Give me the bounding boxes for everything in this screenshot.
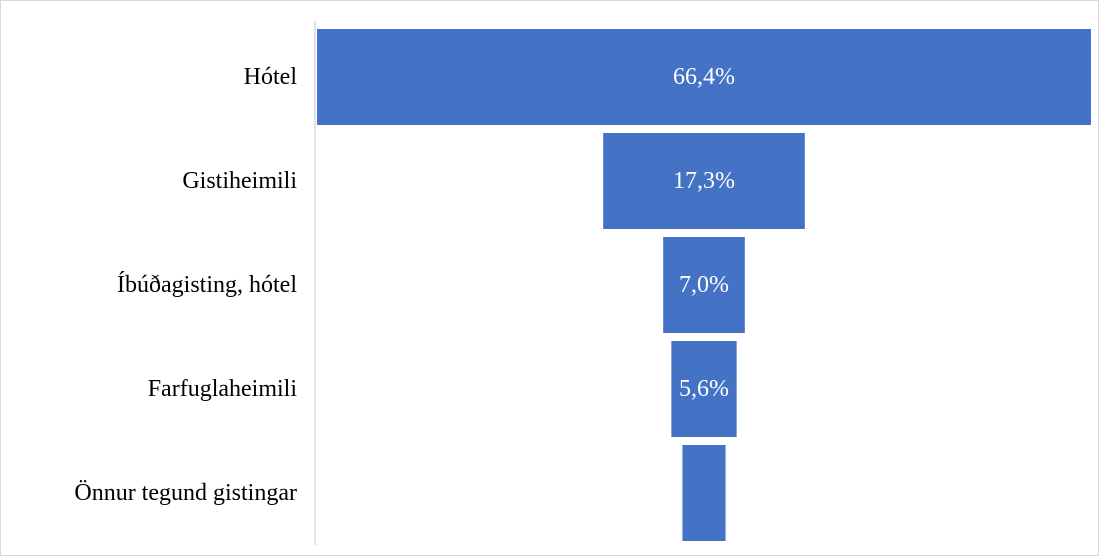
category-label-onnur-tegund-gistingar: Önnur tegund gistingar xyxy=(74,480,297,506)
category-label-gistiheimili: Gistiheimili xyxy=(182,168,297,194)
data-label-gistiheimili: 17,3% xyxy=(673,168,735,194)
category-label-farfuglaheimili: Farfuglaheimili xyxy=(148,376,298,402)
data-label-ibu-agisting-hotel: 7,0% xyxy=(679,272,729,298)
data-label-hotel: 66,4% xyxy=(673,64,735,90)
funnel-bar-onnur-tegund-gistingar xyxy=(682,445,726,541)
funnel-bar-gistiheimili xyxy=(603,133,805,229)
data-labels-group: 66,4% 17,3% 7,0% 5,6% xyxy=(673,64,735,402)
category-label-ibu-agisting-hotel: Íbúðagisting, hótel xyxy=(117,272,297,298)
bars-group xyxy=(317,29,1091,541)
category-label-hotel: Hótel xyxy=(244,64,298,90)
funnel-bar-ibu-agisting-hotel xyxy=(663,237,745,333)
category-labels-group: Hótel Gistiheimili Íbúðagisting, hótel Farf… xyxy=(74,64,297,506)
data-label-farfuglaheimili: 5,6% xyxy=(679,376,729,402)
funnel-bar-hotel xyxy=(317,29,1091,125)
funnel-bar-farfuglaheimili xyxy=(671,341,737,437)
